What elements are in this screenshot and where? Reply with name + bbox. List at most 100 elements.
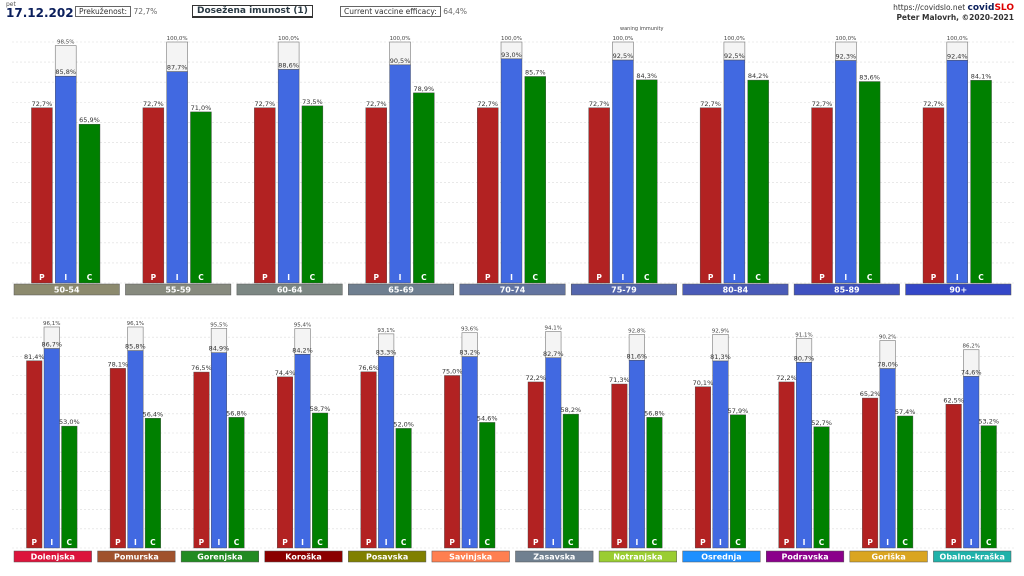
category-label: 55-59 [165,286,191,295]
overcome-value: 72,7% [133,7,158,16]
series-letter: P [951,538,957,547]
cap-value-label: 100,0% [167,36,188,42]
series-letter: C [317,538,323,547]
bar-P [778,381,795,549]
series-letter: C [652,538,658,547]
series-letter: I [803,538,806,547]
series-letter: C [310,273,316,282]
series-letter: C [819,538,825,547]
author-label: Peter Malovrh, ©2020-2021 [896,13,1014,22]
series-letter: I [385,538,388,547]
bar-C [228,417,245,549]
cap-value-label: 91,1% [795,332,812,338]
bar-value-label: 74,4% [275,369,296,377]
series-letter: P [151,273,157,282]
waning-note: waning immunity [620,26,664,32]
category-box [97,550,176,563]
series-letter: I [719,538,722,547]
bar-C [813,426,830,549]
category-label: 90+ [949,286,967,295]
brand-logo-b: SLO [994,3,1014,13]
bar-I [545,357,562,549]
category-box [682,283,789,296]
series-letter: I [176,273,179,282]
bar-C [413,92,435,284]
bar-I [946,60,968,284]
bar-I [879,368,896,549]
category-box [570,283,677,296]
category-box [905,283,1012,296]
bar-value-label: 85,8% [55,68,76,76]
series-letter: C [87,273,93,282]
bar-value-label: 84,9% [209,345,230,353]
bar-value-label: 78,1% [108,360,129,368]
category-box [682,550,761,563]
bar-value-label: 92,5% [613,52,634,60]
category-label: Pomurska [114,553,159,562]
bar-C [636,79,658,284]
bar-value-label: 73,5% [302,98,323,106]
series-letter: P [931,273,937,282]
cap-value-label: 92,8% [628,329,645,335]
bar-value-label: 53,0% [59,418,80,426]
category-box [849,550,928,563]
chart-title: Dosežena imunost (1) [192,5,313,18]
cap-value-label: 100,0% [947,36,968,42]
series-letter: I [301,538,304,547]
bar-value-label: 87,7% [167,64,188,72]
bar-I [389,64,411,284]
bar-C [730,414,746,549]
series-letter: P [366,538,372,547]
bar-value-label: 76,6% [358,364,379,372]
bar-P [477,107,499,284]
series-letter: C [533,273,539,282]
bar-value-label: 54,6% [477,414,498,422]
bar-value-label: 84,2% [748,72,769,80]
series-letter: C [198,273,204,282]
bar-value-label: 72,7% [254,100,275,108]
series-letter: P [449,538,455,547]
bar-value-label: 85,7% [525,68,546,76]
series-letter: C [902,538,908,547]
category-label: 80-84 [723,286,749,295]
cap-value-label: 95,4% [294,323,311,329]
source-url[interactable]: https://covidslo.net [893,3,966,12]
series-letter: P [819,273,825,282]
bar-value-label: 83,3% [376,348,397,356]
source-block: https://covidslo.net covidSLO Peter Malo… [893,3,1014,22]
efficacy-value: 64,4% [443,7,468,16]
series-letter: C [735,538,741,547]
category-label: 85-89 [834,286,860,295]
bar-C [524,76,546,284]
category-box [933,550,1012,563]
efficacy-info: Current vaccine efficacy: 64,4% [340,6,468,17]
bar-value-label: 92,3% [836,53,857,61]
bar-value-label: 90,5% [390,57,411,65]
category-box [348,283,455,296]
series-letter: C [568,538,574,547]
bar-value-label: 65,2% [860,390,881,398]
category-box [598,550,677,563]
bar-P [365,107,387,284]
bar-value-label: 78,0% [877,361,898,369]
cap-value-label: 96,1% [43,321,60,327]
bar-value-label: 81,3% [710,353,731,361]
bar-value-label: 81,4% [24,353,45,361]
bar-value-label: 92,5% [724,52,745,60]
cap-value-label: 86,2% [962,344,979,350]
bar-value-label: 84,2% [292,346,313,354]
cap-value-label: 93,1% [377,328,394,334]
bar-P [109,368,126,549]
category-label: Goriška [872,552,906,562]
cap-value-label: 100,0% [612,36,633,42]
bar-P [611,383,628,549]
bar-C [646,417,663,549]
bar-C [395,428,412,549]
category-box [264,550,343,563]
series-letter: I [50,538,53,547]
bar-C [479,422,496,549]
bar-I [612,59,634,284]
category-box [236,283,343,296]
series-letter: P [32,538,38,547]
